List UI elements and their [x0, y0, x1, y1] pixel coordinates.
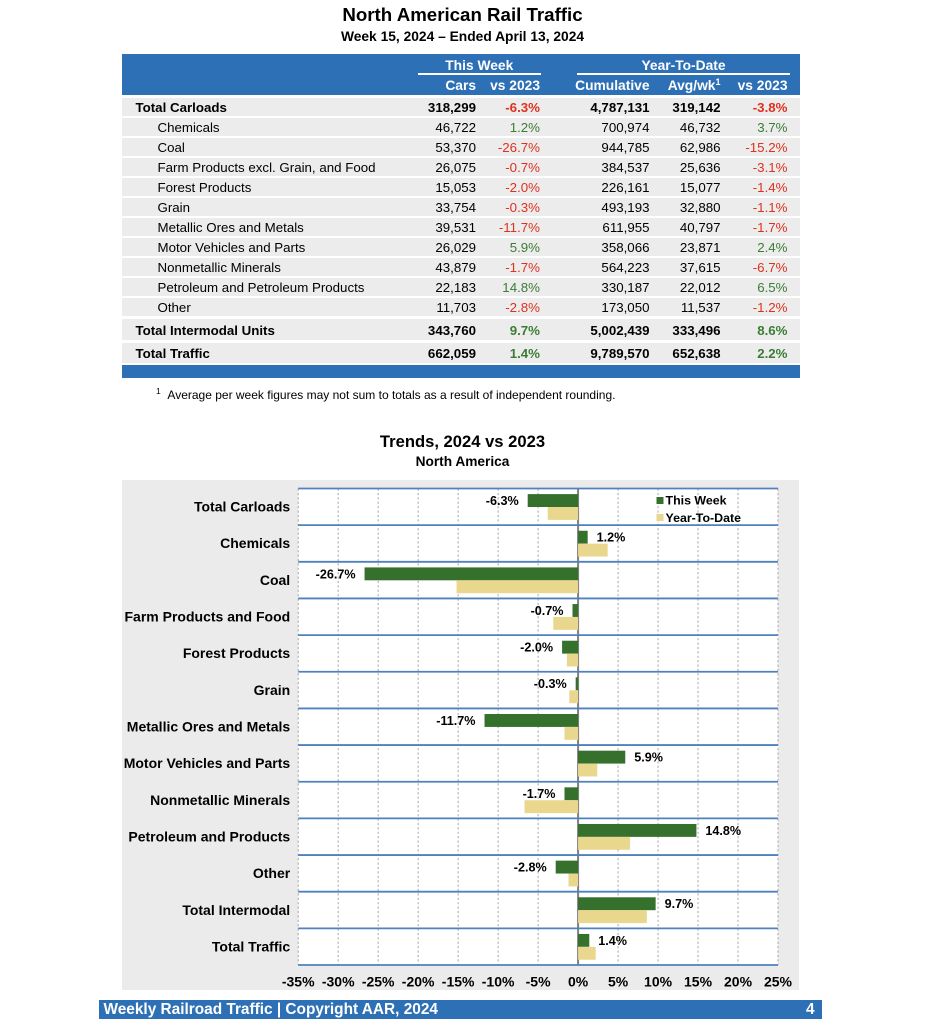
svg-text:0%: 0% [567, 974, 588, 990]
svg-text:9.7%: 9.7% [664, 897, 693, 911]
svg-text:1.4%: 1.4% [598, 934, 627, 948]
svg-text:-10%: -10% [481, 974, 514, 990]
svg-text:Motor Vehicles and Parts: Motor Vehicles and Parts [123, 755, 290, 771]
svg-text:14.8%: 14.8% [705, 824, 741, 838]
svg-text:5.9%: 5.9% [634, 751, 663, 765]
svg-text:25%: 25% [763, 974, 792, 990]
svg-text:-1.7%: -1.7% [522, 787, 555, 801]
svg-text:Metallic Ores and Metals: Metallic Ores and Metals [126, 719, 290, 735]
svg-text:20%: 20% [724, 974, 753, 990]
svg-text:Chemicals: Chemicals [220, 535, 290, 551]
svg-text:Other: Other [252, 865, 290, 881]
svg-text:Coal: Coal [259, 572, 289, 588]
svg-text:Year-To-Date: Year-To-Date [665, 511, 741, 525]
svg-text:15%: 15% [684, 974, 713, 990]
svg-text:1.2%: 1.2% [596, 531, 625, 545]
svg-text:Total Carloads: Total Carloads [193, 499, 289, 515]
svg-text:-15%: -15% [441, 974, 474, 990]
svg-text:5%: 5% [607, 974, 628, 990]
svg-text:-2.0%: -2.0% [520, 641, 553, 655]
svg-text:-25%: -25% [361, 974, 394, 990]
svg-text:Nonmetallic Minerals: Nonmetallic Minerals [150, 792, 290, 808]
svg-text:Grain: Grain [253, 682, 290, 698]
svg-text:-5%: -5% [525, 974, 550, 990]
svg-text:-26.7%: -26.7% [315, 567, 355, 581]
svg-text:-0.7%: -0.7% [530, 604, 563, 618]
svg-text:-0.3%: -0.3% [533, 677, 566, 691]
svg-text:Farm Products and Food: Farm Products and Food [124, 609, 290, 625]
svg-text:Total Intermodal: Total Intermodal [182, 902, 290, 918]
svg-text:-11.7%: -11.7% [436, 714, 475, 728]
svg-text:-20%: -20% [401, 974, 434, 990]
svg-text:Petroleum and Products: Petroleum and Products [128, 828, 290, 844]
svg-text:Forest Products: Forest Products [182, 645, 290, 661]
svg-text:-2.8%: -2.8% [513, 860, 546, 874]
svg-text:-6.3%: -6.3% [485, 494, 518, 508]
svg-text:-30%: -30% [321, 974, 354, 990]
svg-text:-35%: -35% [281, 974, 314, 990]
svg-text:This Week: This Week [665, 494, 726, 508]
svg-text:Total Traffic: Total Traffic [211, 938, 290, 954]
svg-text:10%: 10% [644, 974, 673, 990]
